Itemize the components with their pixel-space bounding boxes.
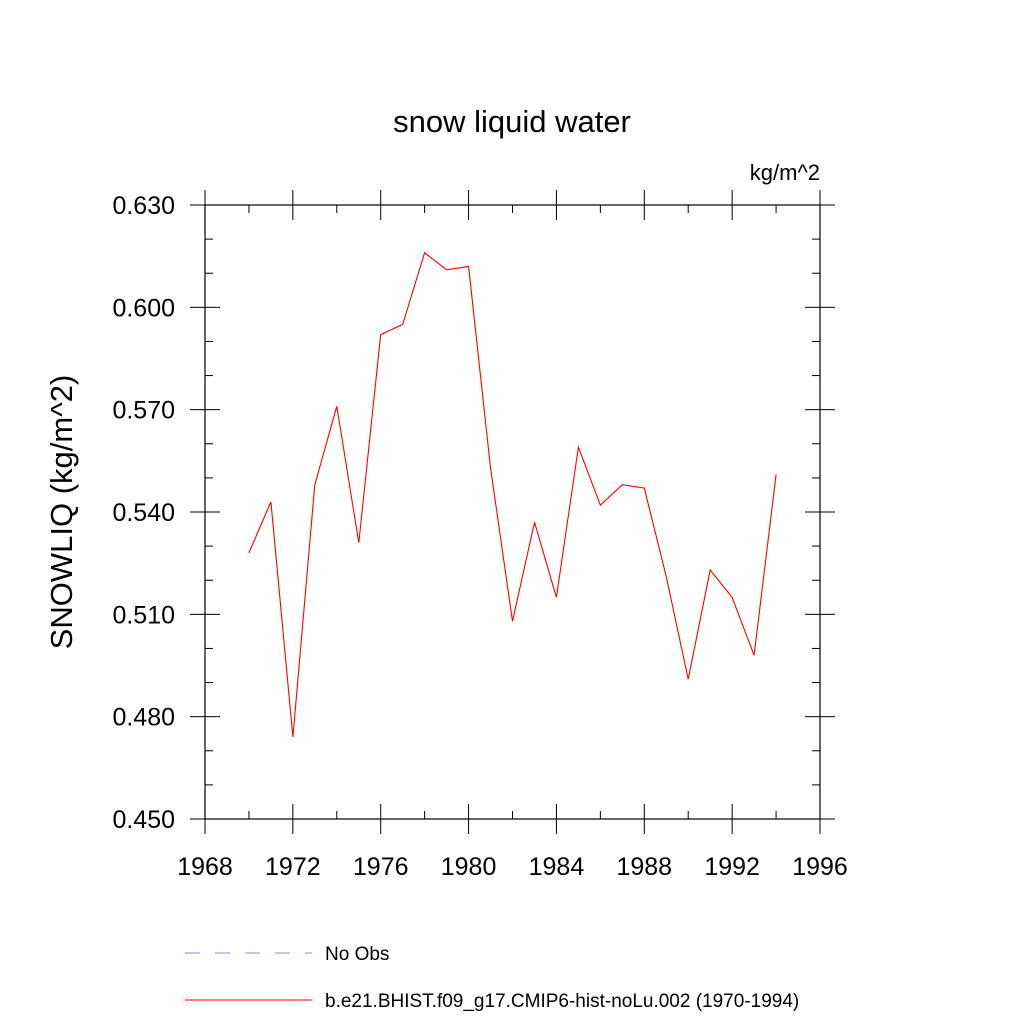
plot-frame	[204, 204, 821, 820]
chart-title: snow liquid water	[393, 104, 631, 139]
x-tick-label: 1996	[792, 853, 848, 881]
y-axis-label: SNOWLIQ (kg/m^2)	[44, 375, 79, 650]
series-group	[248, 251, 777, 738]
x-tick-label: 1976	[353, 853, 409, 881]
legend: No Obs b.e21.BHIST.f09_g17.CMIP6-hist-noL…	[185, 944, 799, 1012]
legend-label: No Obs	[325, 944, 389, 965]
units-label: kg/m^2	[750, 160, 820, 185]
x-tick-label: 1968	[177, 853, 233, 881]
y-tick-label: 0.480	[112, 704, 175, 732]
x-tick-label: 1988	[616, 853, 672, 881]
y-tick-label: 0.600	[112, 294, 175, 322]
series-line	[248, 251, 777, 738]
x-tick-label: 1980	[441, 853, 497, 881]
y-tick-label: 0.630	[112, 192, 175, 220]
x-tick-label: 1972	[265, 853, 321, 881]
axis-ticks	[190, 190, 835, 834]
x-tick-label: 1992	[704, 853, 760, 881]
axis-tick-labels: 1968 1972 1976 1980 1984 1988 1992 1996 0.450 0.4…	[112, 192, 847, 881]
y-tick-label: 0.510	[112, 601, 175, 629]
y-tick-label: 0.540	[112, 499, 175, 527]
x-tick-label: 1984	[529, 853, 585, 881]
legend-label: b.e21.BHIST.f09_g17.CMIP6-hist-noLu.002 …	[325, 991, 799, 1012]
y-tick-label: 0.570	[112, 397, 175, 425]
y-tick-label: 0.450	[112, 806, 175, 834]
